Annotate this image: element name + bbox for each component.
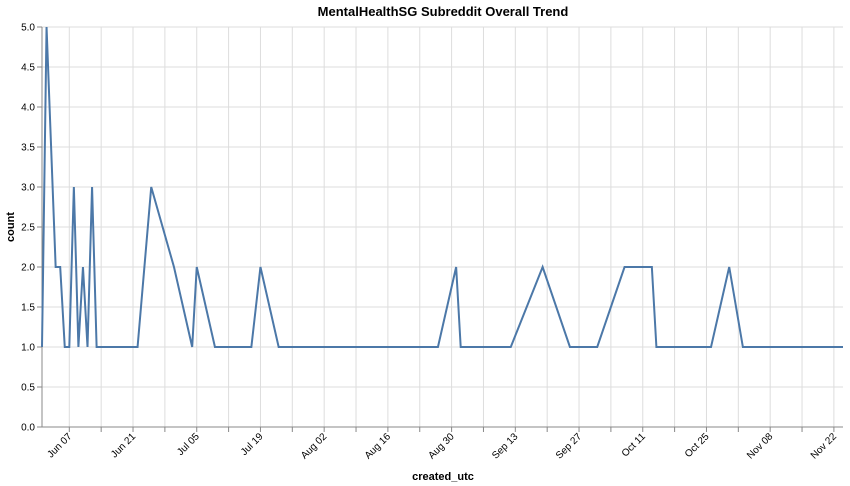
chart-title: MentalHealthSG Subreddit Overall Trend xyxy=(318,4,569,19)
y-tick-label: 2.5 xyxy=(21,223,35,234)
x-tick-label: Sep 27 xyxy=(554,431,584,461)
x-tick-label: Jul 05 xyxy=(175,431,202,458)
y-tick-label: 1.0 xyxy=(21,343,35,354)
y-axis-title: count xyxy=(5,212,17,242)
x-tick-label: Jun 21 xyxy=(109,431,138,460)
y-tick-label: 1.5 xyxy=(21,303,35,314)
y-tick-label: 3.0 xyxy=(21,183,35,194)
x-tick-label: Aug 30 xyxy=(427,431,457,461)
x-tick-label: Jun 07 xyxy=(45,431,74,460)
x-tick-label: Nov 08 xyxy=(745,431,775,461)
x-tick-label: Jul 19 xyxy=(239,431,266,458)
grid-lines xyxy=(42,26,843,428)
x-tick-label: Oct 25 xyxy=(683,431,712,460)
y-tick-label: 4.0 xyxy=(21,103,35,114)
y-tick-label: 5.0 xyxy=(21,23,35,34)
y-axis: 0.0 0.5 1.0 1.5 2.0 2.5 3.0 3.5 4.0 4.5 5.0 xyxy=(21,23,42,434)
y-tick-label: 2.0 xyxy=(21,263,35,274)
series-layer xyxy=(41,26,843,348)
series-line xyxy=(41,26,843,348)
x-tick-label: Nov 22 xyxy=(809,431,839,461)
x-axis-title: created_utc xyxy=(412,471,474,483)
x-tick-label: Aug 02 xyxy=(299,431,329,461)
x-tick-label: Aug 16 xyxy=(363,431,393,461)
y-tick-label: 3.5 xyxy=(21,143,35,154)
y-tick-label: 0.0 xyxy=(21,423,35,434)
y-tick-label: 0.5 xyxy=(21,383,35,394)
y-tick-label: 4.5 xyxy=(21,63,35,74)
x-tick-label: Oct 11 xyxy=(620,431,648,459)
x-tick-label: Sep 13 xyxy=(490,431,520,461)
x-axis: Jun 07 Jun 21 Jul 05 Jul 19 Aug 02 Aug 16 Aug … xyxy=(45,427,839,462)
